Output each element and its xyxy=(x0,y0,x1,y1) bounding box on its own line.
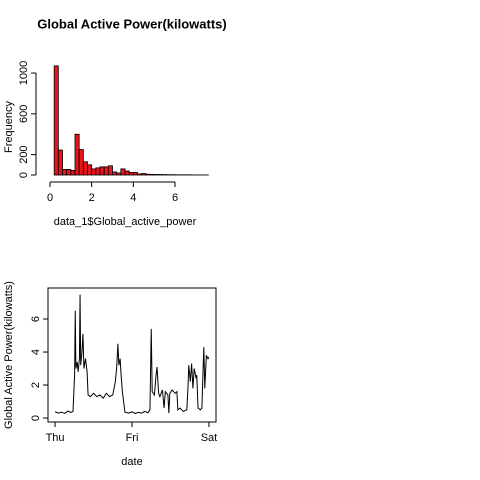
y-tick-label: 600 xyxy=(18,105,30,123)
histogram-bar xyxy=(62,169,68,176)
x-tick-label: 0 xyxy=(47,192,53,204)
histogram-bar xyxy=(116,172,122,176)
histogram-bar xyxy=(91,168,97,176)
y-tick-label: 200 xyxy=(18,145,30,163)
chart-title: Global Active Power(kilowatts) xyxy=(37,16,227,31)
histogram-bar xyxy=(132,172,138,176)
y-tick-label: 4 xyxy=(30,349,42,355)
histogram-bar xyxy=(57,149,63,176)
x-tick-label: 2 xyxy=(89,192,95,204)
x-axis-label: data_1$Global_active_power xyxy=(54,216,197,228)
x-tick-label: Fri xyxy=(126,432,139,444)
x-tick-label: Thu xyxy=(46,432,65,444)
y-tick-label: 1000 xyxy=(18,61,30,85)
histogram-bar xyxy=(120,168,126,176)
x-tick-label: Sat xyxy=(201,432,218,444)
histogram-bar xyxy=(153,174,159,176)
y-axis-label: Global Active Power(kilowatts) xyxy=(3,281,15,429)
histogram-bar xyxy=(95,167,101,176)
histogram-bar xyxy=(112,171,118,176)
histogram-bar xyxy=(87,164,93,176)
y-axis-label: Frequency xyxy=(3,101,15,153)
x-tick-label: 4 xyxy=(130,192,136,204)
histogram-bar xyxy=(74,133,80,176)
histogram-bar xyxy=(82,161,88,176)
histogram-bar xyxy=(149,173,155,176)
histogram-bar xyxy=(141,173,147,176)
histogram-bar xyxy=(145,173,151,176)
histogram-bar xyxy=(78,149,84,176)
y-tick-label: 0 xyxy=(30,415,42,421)
y-tick-label: 6 xyxy=(30,316,42,322)
histogram-bar xyxy=(157,174,163,176)
histogram-bar xyxy=(107,165,113,176)
histogram-bar xyxy=(70,170,76,176)
x-axis-label: date xyxy=(121,456,142,468)
histogram-bar xyxy=(103,166,109,176)
histogram-bar xyxy=(99,166,105,176)
histogram-bar xyxy=(53,65,59,176)
histogram-bar xyxy=(128,172,134,176)
histogram-bar xyxy=(66,169,72,176)
y-tick-label: 0 xyxy=(18,172,30,178)
y-tick-label: 2 xyxy=(30,382,42,388)
data-line xyxy=(54,294,210,414)
histogram-bar xyxy=(124,170,130,176)
x-tick-label: 6 xyxy=(172,192,178,204)
histogram-bar xyxy=(137,173,143,176)
